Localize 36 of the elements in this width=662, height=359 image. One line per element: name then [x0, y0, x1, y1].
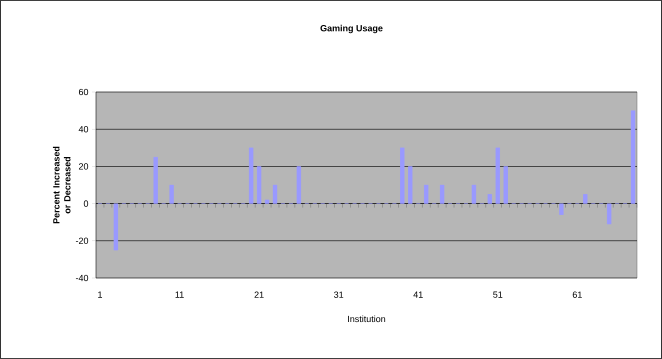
x-axis-title: Institution: [348, 316, 386, 322]
y-axis-title: Percent Increased or Decreased: [52, 146, 70, 224]
bar: [272, 184, 278, 204]
bar: [496, 148, 500, 204]
y-tick-label: 0: [84, 200, 88, 207]
y-tick-label: 40: [78, 126, 88, 132]
bar: [248, 148, 254, 204]
bar: [440, 184, 444, 204]
y-tick-label: -20: [76, 238, 88, 244]
bar: [114, 203, 118, 250]
bar: [583, 194, 588, 204]
x-tick-label: 21: [254, 292, 264, 298]
bar: [504, 166, 508, 204]
bar: [488, 194, 492, 204]
x-tick-label: 1: [98, 292, 102, 298]
x-tick-label: 31: [334, 292, 344, 298]
x-tick-label: 61: [572, 292, 582, 298]
bar: [264, 200, 270, 204]
bar: [256, 166, 262, 204]
x-tick-label: 11: [176, 292, 184, 298]
y-tick-label: 60: [78, 88, 88, 96]
bar: [153, 156, 158, 204]
y-tick-label: -40: [76, 274, 88, 282]
chart-title: Gaming Usage: [320, 24, 383, 34]
bar: [559, 203, 564, 215]
bar: [472, 184, 476, 204]
x-tick-label: 41: [413, 292, 423, 298]
bar: [424, 184, 428, 204]
bar: [169, 184, 174, 204]
bar: [408, 166, 412, 204]
bar: [296, 166, 302, 204]
y-tick-label: 20: [78, 163, 88, 170]
x-tick-label: 51: [493, 292, 502, 298]
bar: [630, 110, 636, 204]
bar: [400, 148, 405, 204]
bar: [606, 203, 612, 224]
